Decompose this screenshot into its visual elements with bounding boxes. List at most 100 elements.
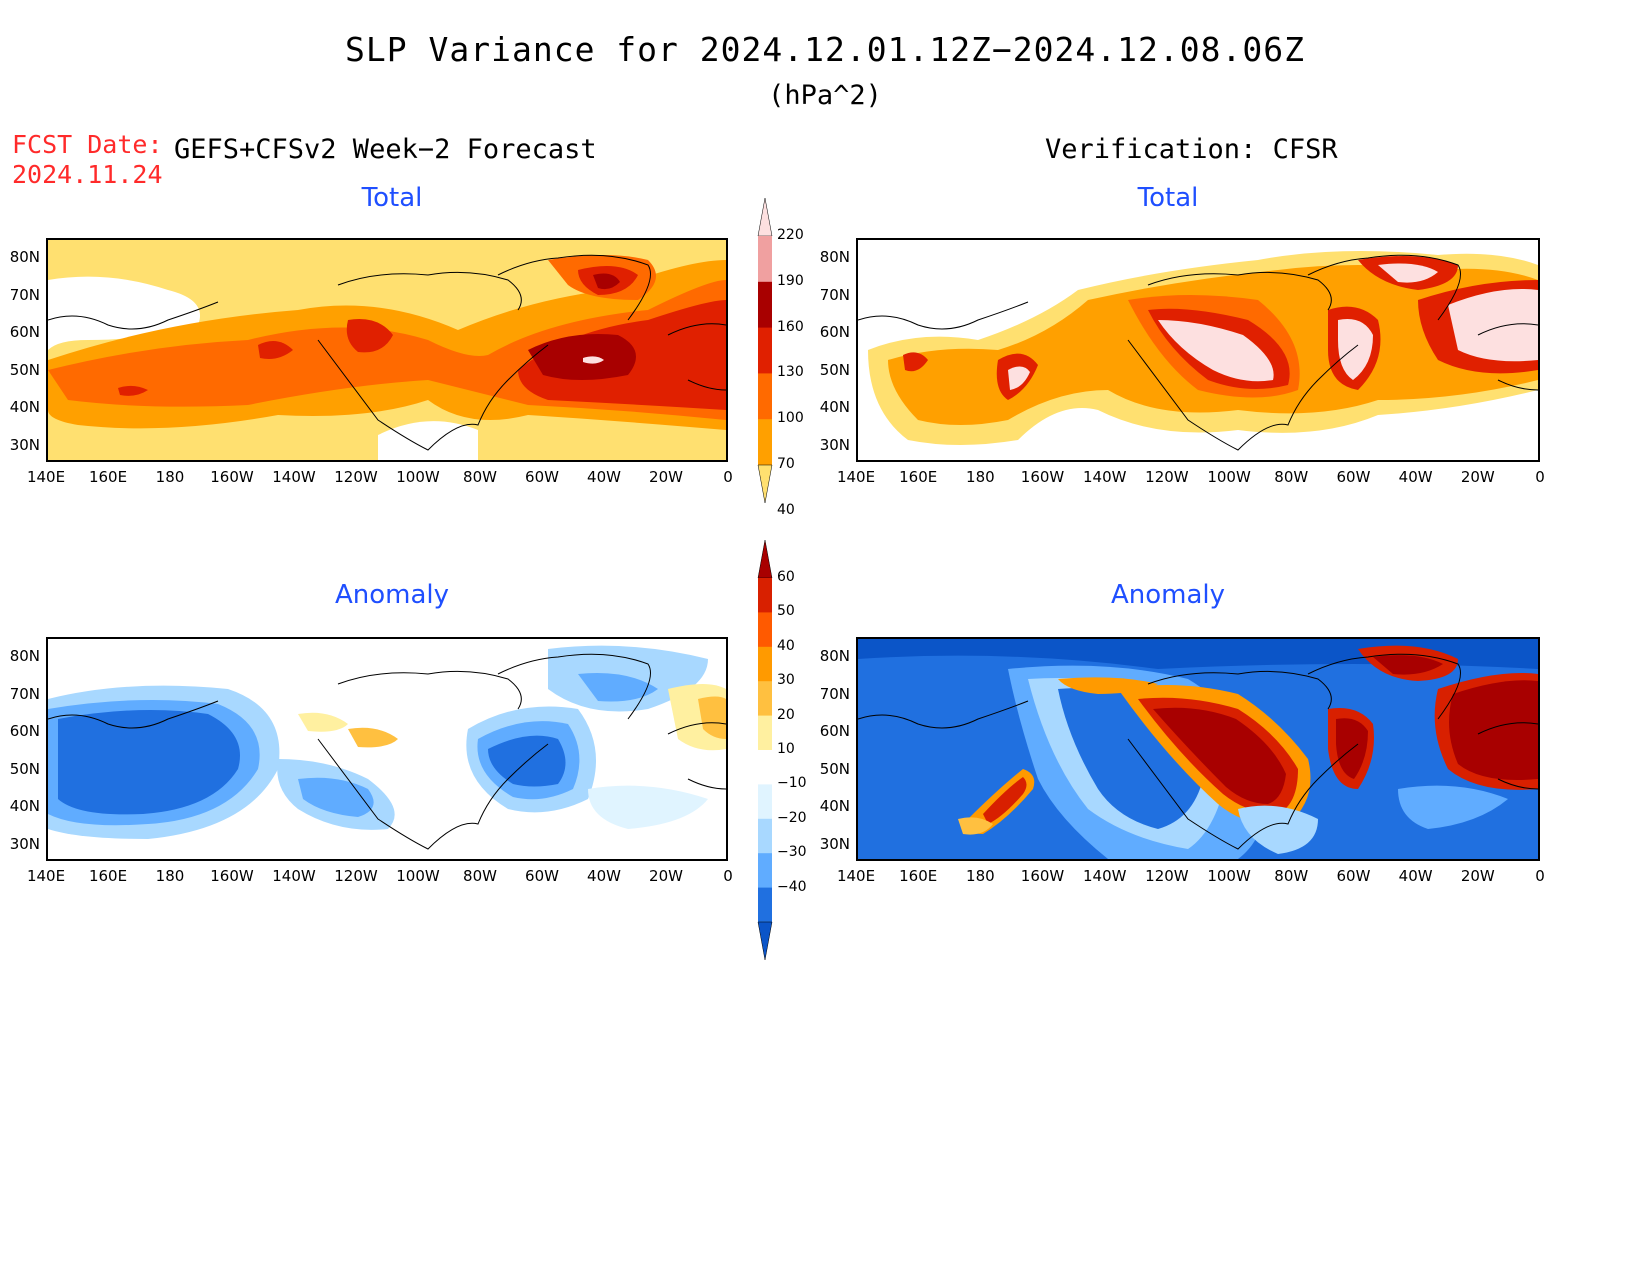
lon-label: 60W bbox=[525, 468, 559, 486]
chart-units: (hPa^2) bbox=[768, 80, 882, 111]
lon-label: 40W bbox=[587, 867, 621, 885]
lon-label: 60W bbox=[1336, 468, 1371, 486]
anomaly-colorbar-label: 30 bbox=[777, 672, 795, 689]
lon-label: 100W bbox=[396, 468, 440, 486]
lon-label: 40W bbox=[587, 468, 621, 486]
anomaly-colorbar-top-tip bbox=[757, 539, 773, 579]
fcst-date-label: FCST Date: bbox=[12, 130, 163, 159]
lat-label: 80N bbox=[819, 647, 850, 665]
lon-label: 180 bbox=[966, 867, 995, 885]
map-forecast-total bbox=[46, 238, 728, 462]
lon-label: 120W bbox=[1145, 468, 1189, 486]
lon-label: 160E bbox=[899, 468, 938, 486]
lon-label: 160W bbox=[210, 468, 254, 486]
lon-label: 140W bbox=[272, 867, 316, 885]
total-colorbar-label: 40 bbox=[777, 501, 795, 518]
lon-label: 180 bbox=[155, 867, 185, 885]
lat-label: 60N bbox=[819, 323, 850, 341]
lat-label: 50N bbox=[9, 759, 40, 778]
total-colorbar-band bbox=[758, 281, 772, 329]
total-colorbar-bottom-tip bbox=[757, 464, 773, 504]
total-colorbar bbox=[757, 197, 773, 504]
lat-label: 30N bbox=[819, 435, 850, 454]
verification-header: Verification: CFSR bbox=[1045, 134, 1338, 165]
anomaly-colorbar-band bbox=[758, 853, 772, 889]
lon-label: 140W bbox=[272, 468, 316, 486]
lat-label: 60N bbox=[819, 722, 850, 740]
anomaly-colorbar-band bbox=[758, 578, 772, 613]
anomaly-colorbar-band bbox=[758, 887, 772, 923]
lon-label: 180 bbox=[155, 468, 185, 486]
lon-label: 160E bbox=[899, 867, 938, 885]
anomaly-colorbar-band bbox=[758, 784, 772, 820]
lon-label: 140W bbox=[1082, 867, 1127, 885]
anomaly-colorbar-label: 50 bbox=[777, 603, 795, 620]
map-forecast-anomaly bbox=[46, 637, 728, 861]
lat-label: 50N bbox=[9, 360, 40, 379]
lon-label: 160W bbox=[1020, 867, 1065, 885]
panel-title-forecast-anomaly: Anomaly bbox=[334, 580, 450, 610]
total-colorbar-band bbox=[758, 236, 772, 283]
lat-label: 80N bbox=[9, 647, 40, 665]
lon-label: 0 bbox=[1535, 867, 1545, 885]
lon-label: 160E bbox=[88, 867, 128, 885]
lon-label: 160E bbox=[88, 468, 128, 486]
lon-label: 20W bbox=[1460, 468, 1495, 486]
lon-label: 140E bbox=[26, 468, 66, 486]
lon-label: 40W bbox=[1398, 867, 1433, 885]
lat-label: 60N bbox=[9, 323, 40, 341]
lon-label: 0 bbox=[723, 867, 733, 885]
lat-label: 40N bbox=[9, 398, 40, 416]
lat-label: 30N bbox=[819, 834, 850, 853]
lat-label: 50N bbox=[819, 360, 850, 379]
anomaly-colorbar-band bbox=[758, 612, 772, 648]
anomaly-colorbar-bottom-tip bbox=[757, 921, 773, 961]
lon-label: 80W bbox=[463, 867, 497, 885]
lon-label: 20W bbox=[649, 867, 683, 885]
lon-label: 80W bbox=[1274, 468, 1309, 486]
lat-label: 70N bbox=[819, 285, 850, 304]
total-colorbar-label: 100 bbox=[777, 410, 804, 427]
lat-label: 80N bbox=[9, 248, 40, 266]
lat-label: 50N bbox=[819, 759, 850, 778]
anomaly-colorbar-label: 40 bbox=[777, 637, 795, 654]
total-colorbar-band bbox=[758, 373, 772, 420]
total-colorbar-label: 220 bbox=[777, 227, 804, 243]
lat-label: 70N bbox=[9, 684, 40, 703]
map-verification-total bbox=[856, 238, 1540, 462]
panel-title-verification-anomaly: Anomaly bbox=[1110, 580, 1226, 610]
total-colorbar-band bbox=[758, 419, 772, 466]
lon-label: 100W bbox=[396, 867, 440, 885]
lat-label: 40N bbox=[819, 797, 850, 815]
total-colorbar-band bbox=[758, 327, 772, 374]
lat-label: 60N bbox=[9, 722, 40, 740]
total-colorbar-label: 70 bbox=[777, 456, 795, 472]
anomaly-colorbar-label: 10 bbox=[777, 741, 795, 757]
total-colorbar-label: 130 bbox=[777, 364, 804, 381]
lon-label: 0 bbox=[723, 468, 733, 486]
anomaly-colorbar-label: −20 bbox=[777, 809, 807, 826]
anomaly-colorbar-band bbox=[758, 715, 772, 751]
anomaly-colorbar-label: −40 bbox=[777, 878, 807, 895]
lon-label: 140E bbox=[26, 867, 66, 885]
lon-label: 100W bbox=[1207, 468, 1251, 486]
lon-label: 160W bbox=[210, 867, 254, 885]
lon-label: 80W bbox=[463, 468, 497, 486]
lon-label: 160W bbox=[1020, 468, 1065, 486]
lon-label: 180 bbox=[966, 468, 995, 486]
lat-label: 40N bbox=[819, 398, 850, 416]
lon-label: 120W bbox=[334, 468, 378, 486]
lon-label: 0 bbox=[1535, 468, 1545, 486]
panel-title-verification-total: Total bbox=[1137, 183, 1199, 213]
lat-label: 30N bbox=[9, 834, 40, 853]
anomaly-colorbar-band bbox=[758, 818, 772, 854]
lon-label: 20W bbox=[1460, 867, 1495, 885]
lat-label: 40N bbox=[9, 797, 40, 815]
lon-label: 140E bbox=[836, 867, 876, 885]
lat-label: 80N bbox=[819, 248, 850, 266]
fcst-date-value: 2024.11.24 bbox=[12, 160, 163, 189]
lat-label: 30N bbox=[9, 435, 40, 454]
total-colorbar-label: 190 bbox=[777, 272, 804, 289]
lon-label: 120W bbox=[1145, 867, 1189, 885]
forecast-header: GEFS+CFSv2 Week−2 Forecast bbox=[174, 134, 597, 165]
